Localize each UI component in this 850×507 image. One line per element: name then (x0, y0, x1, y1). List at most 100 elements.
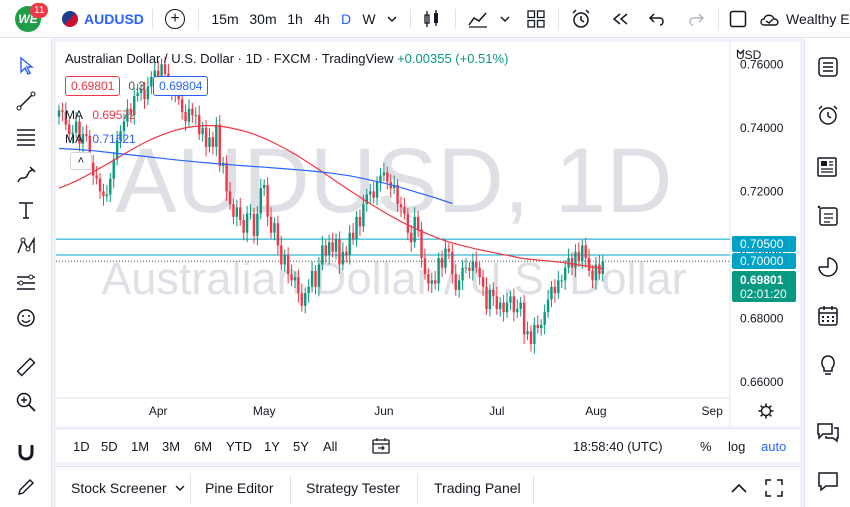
ideas-button[interactable] (812, 349, 844, 381)
brush-tool[interactable] (10, 159, 42, 191)
candle-body (321, 245, 324, 265)
candle-body (509, 296, 512, 303)
expand-icon (765, 478, 783, 497)
range-all[interactable]: All (323, 438, 338, 454)
alarm-clock-icon (572, 9, 590, 28)
news-button[interactable] (812, 151, 844, 183)
replay-button[interactable] (607, 0, 633, 38)
alert-button[interactable] (568, 0, 594, 38)
percent-scale-toggle[interactable]: % (700, 438, 712, 454)
fullscreen-toggle[interactable] (727, 0, 749, 38)
range-5y[interactable]: 5Y (293, 438, 309, 454)
cursor-tool[interactable] (10, 50, 42, 82)
calendar-button[interactable] (812, 300, 844, 332)
text-tool[interactable] (10, 194, 42, 226)
go-to-date-button[interactable] (372, 429, 390, 463)
prediction-tool[interactable] (10, 267, 42, 299)
level-tag-upper: 0.70500 (740, 237, 784, 251)
bar-style-button[interactable] (420, 0, 444, 38)
range-1m[interactable]: 1M (131, 438, 150, 454)
undo-button[interactable] (645, 0, 669, 38)
timeframe-w[interactable]: W (362, 11, 376, 27)
candle-body (451, 251, 454, 275)
indicators-dropdown[interactable] (496, 0, 514, 38)
range-5d[interactable]: 5D (101, 438, 118, 454)
zoom-tool[interactable] (10, 386, 42, 418)
timeframe-d[interactable]: D (340, 11, 352, 27)
candle-body (512, 296, 516, 313)
alerts-panel-button[interactable] (812, 99, 844, 131)
candle-body (235, 207, 239, 217)
tab-stock-screener[interactable]: Stock Screener (71, 467, 185, 507)
current-price-tag-bg (732, 271, 796, 302)
candle-body (81, 134, 85, 144)
candle-body (516, 309, 519, 313)
chats-button[interactable] (812, 416, 844, 448)
timeframe-4h[interactable]: 4h (314, 11, 330, 27)
emoji-tool[interactable] (10, 302, 42, 334)
candle-body (293, 277, 297, 281)
legend-collapse-button[interactable]: ˄ (70, 152, 92, 170)
maximize-panel-button[interactable] (765, 467, 783, 507)
range-ytd[interactable]: YTD (226, 438, 252, 454)
layout-button[interactable] (524, 0, 548, 38)
messages-button[interactable] (812, 465, 844, 497)
timeframe-1h[interactable]: 1h (287, 11, 303, 27)
range-1d[interactable]: 1D (73, 438, 90, 454)
timeframe-30m[interactable]: 30m (249, 11, 277, 27)
buy-button[interactable]: 0.69804 (153, 76, 209, 96)
timeframe-dropdown[interactable] (383, 0, 401, 38)
candle-body (522, 302, 526, 335)
ma-fast-legend[interactable]: MA 0.69572 (65, 108, 136, 122)
lock-drawings-tool[interactable] (10, 471, 42, 503)
watermark-description: Australian Dollar / U.S. Dollar (101, 253, 686, 304)
candle-body (119, 131, 122, 141)
candle-body (543, 312, 546, 325)
undo-icon (648, 13, 664, 26)
collapse-panel-button[interactable] (730, 467, 748, 507)
candles-icon (424, 10, 438, 27)
candle-body (263, 185, 266, 189)
redo-button[interactable] (684, 0, 708, 38)
level-tag-lower-bg (732, 253, 796, 269)
timeframe-15m[interactable]: 15m (211, 11, 239, 27)
data-window-button[interactable] (812, 251, 844, 283)
save-layout-button[interactable]: Wealthy E (758, 0, 850, 38)
candle-body (201, 127, 204, 135)
tab-trading-panel[interactable]: Trading Panel (434, 479, 521, 496)
candle-body (187, 108, 191, 122)
ma-slow-legend[interactable]: MA 0.71621 (65, 132, 136, 146)
bottom-panel-tabs: Stock Screener Pine Editor Strategy Test… (56, 466, 800, 507)
auto-scale-toggle[interactable]: auto (761, 438, 787, 454)
measure-tool[interactable] (10, 351, 42, 383)
divider (718, 9, 719, 29)
pattern-tool[interactable] (10, 230, 42, 262)
utc-clock[interactable]: 18:58:40 (UTC) (573, 438, 663, 454)
fib-tool[interactable] (10, 121, 42, 153)
tab-strategy-tester[interactable]: Strategy Tester (306, 479, 400, 496)
range-3m[interactable]: 3M (162, 438, 181, 454)
currency-selector[interactable]: USD (736, 48, 761, 62)
magnet-tool[interactable] (10, 436, 42, 468)
indicators-button[interactable] (466, 0, 490, 38)
ma-slow-line (58, 147, 453, 205)
cursor-arrow-icon (20, 56, 34, 75)
settings-gear-icon[interactable] (758, 403, 774, 419)
chart-pane[interactable]: AUDUSD, 1D Australian Dollar / U.S. Dolla… (56, 42, 800, 426)
range-6m[interactable]: 6M (194, 438, 213, 454)
candle-body (61, 110, 64, 112)
log-scale-toggle[interactable]: log (728, 438, 746, 454)
watchlist-button[interactable] (812, 51, 844, 83)
symbol-search-button[interactable]: AUDUSD (62, 0, 146, 38)
range-1y[interactable]: 1Y (264, 438, 280, 454)
trend-line-tool[interactable] (10, 85, 42, 117)
sell-button[interactable]: 0.69801 (65, 76, 121, 96)
price-tick-label: 0.72000 (740, 184, 784, 198)
message-icon (818, 472, 838, 492)
candle-body (584, 245, 587, 259)
top-toolbar: WE 11 AUDUSD + 15m 30m 1h 4h D W (0, 0, 850, 38)
tab-pine-editor[interactable]: Pine Editor (205, 479, 274, 496)
calendar-list-button[interactable] (812, 200, 844, 232)
compare-symbol-button[interactable]: + (163, 0, 187, 38)
